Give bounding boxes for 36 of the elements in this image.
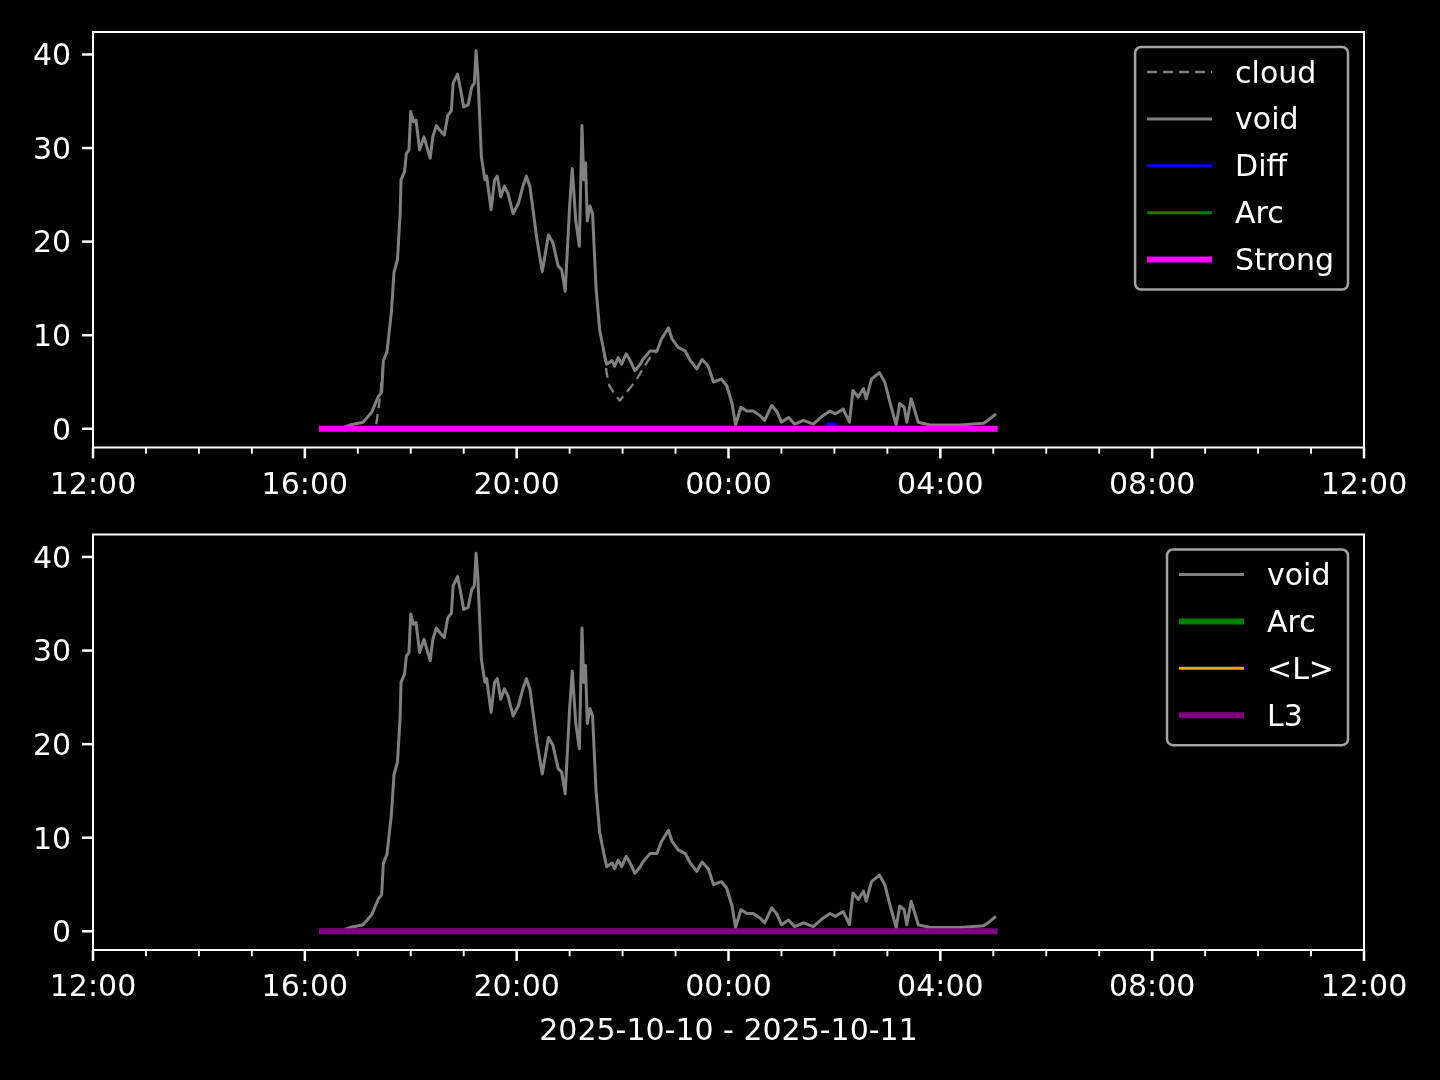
x-tick-label: 12:00 <box>49 968 137 1003</box>
x-tick-label: 12:00 <box>1320 968 1408 1003</box>
y-tick-label: 0 <box>52 411 72 447</box>
legend-label: cloud <box>1235 54 1317 90</box>
y-tick-label: 20 <box>32 726 72 762</box>
legend-label: <L> <box>1267 650 1335 686</box>
x-tick-label: 08:00 <box>1108 968 1196 1003</box>
y-tick-label: 40 <box>32 37 72 73</box>
x-axis-title: 2025-10-10 - 2025-10-11 <box>539 1012 918 1047</box>
x-tick-label: 00:00 <box>685 968 772 1003</box>
x-tick-label: 04:00 <box>897 968 984 1003</box>
line-series <box>343 49 998 429</box>
legend-label: Strong <box>1235 242 1335 278</box>
legend-label: Arc <box>1267 603 1316 639</box>
x-tick-label: 16:00 <box>261 968 349 1003</box>
y-tick-label: 40 <box>32 539 72 575</box>
x-tick-label: 00:00 <box>685 465 772 501</box>
line-series <box>343 551 998 931</box>
y-tick-label: 20 <box>32 224 72 260</box>
x-tick-label: 12:00 <box>1320 465 1408 501</box>
legend-label: void <box>1235 101 1299 137</box>
y-tick-label: 30 <box>32 633 72 669</box>
x-tick-label: 20:00 <box>473 465 560 501</box>
x-tick-label: 20:00 <box>473 968 560 1003</box>
legend-label: Arc <box>1235 195 1284 231</box>
y-tick-label: 30 <box>32 130 72 166</box>
legend-label: void <box>1267 557 1331 592</box>
x-tick-label: 04:00 <box>897 465 984 501</box>
y-tick-label: 0 <box>52 914 72 950</box>
x-tick-label: 16:00 <box>261 465 349 501</box>
x-tick-label: 08:00 <box>1108 465 1196 501</box>
legend-label: L3 <box>1267 697 1303 733</box>
y-tick-label: 10 <box>32 318 72 353</box>
y-tick-label: 10 <box>32 820 72 856</box>
x-tick-label: 12:00 <box>49 465 137 501</box>
legend-label: Diff <box>1235 148 1289 184</box>
